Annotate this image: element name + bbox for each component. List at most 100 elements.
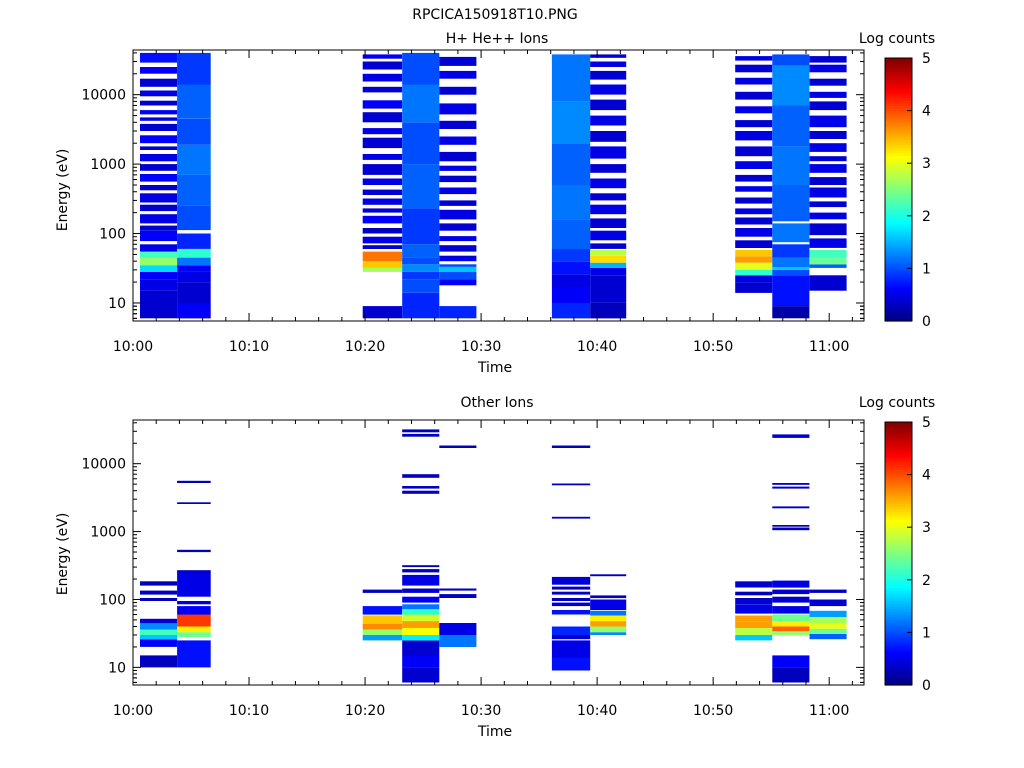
colorbar-segment bbox=[885, 286, 912, 291]
colorbar-segment bbox=[885, 313, 912, 317]
heatmap-cell bbox=[551, 635, 591, 640]
heatmap-cell bbox=[735, 197, 773, 204]
colorbar-segment bbox=[885, 165, 912, 170]
heatmap-cell bbox=[439, 187, 477, 195]
heatmap-cell bbox=[551, 54, 591, 102]
heatmap-cell bbox=[735, 174, 773, 182]
colorbar-segment bbox=[885, 302, 912, 306]
colorbar-segment bbox=[885, 464, 912, 468]
x-tick-label: 10:20 bbox=[345, 339, 385, 355]
heatmap-cell bbox=[809, 64, 847, 73]
heatmap-cell bbox=[735, 64, 773, 73]
x-tick-label: 11:00 bbox=[809, 339, 849, 355]
colorbar-segment bbox=[885, 521, 912, 526]
colorbar-segment bbox=[885, 564, 912, 568]
heatmap-cell bbox=[140, 110, 178, 115]
heatmap-cell bbox=[402, 640, 440, 656]
colorbar-segment bbox=[885, 456, 912, 460]
heatmap-cell bbox=[590, 178, 627, 189]
heatmap-cell bbox=[402, 655, 440, 668]
colorbar-tick-label: 5 bbox=[922, 51, 931, 67]
heatmap-cell bbox=[140, 52, 178, 63]
heatmap-cell bbox=[140, 100, 178, 106]
colorbar-segment bbox=[885, 498, 912, 502]
colorbar-segment bbox=[885, 305, 912, 309]
heatmap-cell bbox=[551, 516, 591, 519]
colorbar-segment bbox=[885, 94, 912, 99]
colorbar-segment bbox=[885, 519, 912, 523]
colorbar-segment bbox=[885, 263, 912, 267]
heatmap-cell bbox=[590, 267, 627, 276]
heatmap-cell bbox=[590, 131, 627, 142]
colorbar-segment bbox=[885, 84, 912, 88]
colorbar-tick-label: 1 bbox=[922, 261, 931, 277]
colorbar-segment bbox=[885, 482, 912, 486]
colorbar-segment bbox=[885, 310, 912, 314]
colorbar-segment bbox=[885, 458, 912, 463]
heatmap-cell bbox=[590, 204, 627, 215]
heatmap-cell bbox=[735, 240, 773, 248]
colorbar-segment bbox=[885, 173, 912, 177]
heatmap-cell bbox=[735, 106, 773, 114]
colorbar-segment bbox=[885, 215, 912, 220]
colorbar-segment bbox=[885, 500, 912, 505]
heatmap-cell bbox=[551, 586, 591, 590]
y-tick-label: 10 bbox=[108, 296, 126, 312]
colorbar-segment bbox=[885, 197, 912, 201]
heatmap-cell bbox=[140, 185, 178, 191]
heatmap-cell bbox=[590, 615, 627, 622]
heatmap-cell bbox=[735, 615, 773, 622]
heatmap-cell bbox=[439, 86, 477, 95]
heatmap-cell bbox=[402, 628, 440, 635]
heatmap-cell bbox=[772, 596, 810, 603]
heatmap-cell bbox=[735, 591, 773, 596]
colorbar-segment bbox=[885, 184, 912, 188]
heatmap-cell bbox=[140, 598, 178, 601]
heatmap-cell bbox=[439, 70, 477, 79]
colorbar-segment bbox=[885, 477, 912, 481]
heatmap-cell bbox=[439, 279, 477, 286]
colorbar-segment bbox=[885, 600, 912, 605]
colorbar-segment bbox=[885, 207, 912, 212]
colorbar-segment bbox=[885, 202, 912, 206]
colorbar-segment bbox=[885, 582, 912, 586]
heatmap-cell bbox=[402, 271, 440, 280]
heatmap-cell bbox=[140, 135, 178, 144]
heatmap-cell bbox=[362, 189, 403, 195]
colorbar-segment bbox=[885, 540, 912, 544]
colorbar-segment bbox=[885, 155, 912, 159]
heatmap-cell bbox=[439, 623, 477, 635]
heatmap-cell bbox=[809, 156, 847, 162]
colorbar-segment bbox=[885, 424, 912, 428]
heatmap-cell bbox=[402, 433, 440, 437]
colorbar-segment bbox=[885, 65, 912, 70]
colorbar-segment bbox=[885, 102, 912, 106]
colorbar-segment bbox=[885, 524, 912, 528]
heatmap-cell bbox=[439, 264, 477, 267]
heatmap-cell bbox=[177, 549, 211, 553]
colorbar-segment bbox=[885, 236, 912, 241]
heatmap-cell bbox=[140, 123, 178, 131]
colorbar-segment bbox=[885, 432, 912, 436]
heatmap-cell bbox=[140, 279, 178, 291]
heatmap-cell bbox=[439, 306, 477, 319]
colorbar-segment bbox=[885, 136, 912, 141]
colorbar-segment bbox=[885, 590, 912, 594]
colorbar-segment bbox=[885, 121, 912, 125]
colorbar-segment bbox=[885, 595, 912, 599]
colorbar-segment bbox=[885, 278, 912, 283]
colorbar-segment bbox=[885, 226, 912, 230]
heatmap-cell bbox=[362, 228, 403, 234]
heatmap-cell bbox=[362, 629, 403, 635]
x-tick-label: 10:40 bbox=[577, 703, 617, 719]
heatmap-cell bbox=[590, 230, 627, 241]
heatmap-cell bbox=[590, 70, 627, 80]
colorbar-frame bbox=[884, 57, 913, 322]
heatmap-cell bbox=[772, 667, 810, 683]
heatmap-cell bbox=[402, 596, 440, 603]
heatmap-cell bbox=[590, 54, 627, 58]
heatmap-cell bbox=[439, 271, 477, 280]
colorbar-segment bbox=[885, 284, 912, 288]
colorbar-segment bbox=[885, 537, 912, 541]
heatmap-cell bbox=[772, 65, 810, 106]
